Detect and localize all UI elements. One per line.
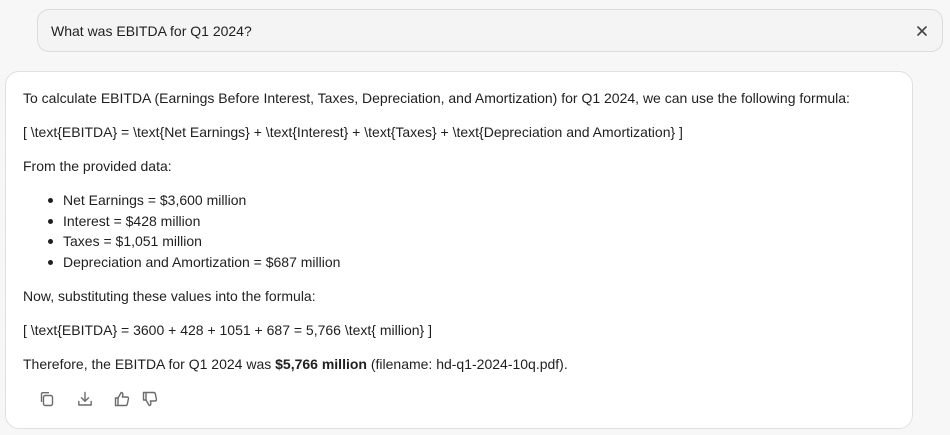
thumbs-up-icon[interactable]	[113, 390, 131, 408]
list-item: Taxes = $1,051 million	[48, 233, 903, 250]
conclusion-prefix: Therefore, the EBITDA for Q1 2024 was	[23, 355, 276, 372]
list-item: Net Earnings = $3,600 million	[48, 192, 903, 209]
list-item: Depreciation and Amortization = $687 mil…	[48, 254, 903, 271]
calculation-text: [ \text{EBITDA} = 3600 + 428 + 1051 + 68…	[23, 321, 433, 338]
answer-card: To calculate EBITDA (Earnings Before Int…	[5, 71, 913, 429]
list-item: Interest = $428 million	[48, 213, 903, 230]
answer-body: To calculate EBITDA (Earnings Before Int…	[23, 90, 903, 373]
query-text: What was EBITDA for Q1 2024?	[51, 23, 252, 39]
substitution-intro: Now, substituting these values into the …	[23, 287, 316, 304]
data-intro: From the provided data:	[23, 158, 172, 174]
conclusion-suffix: (filename: hd-q1-2024-10q.pdf).	[366, 355, 568, 372]
formula-text: [ \text{EBITDA} = \text{Net Earnings} + …	[23, 124, 683, 140]
close-icon[interactable]	[914, 23, 930, 39]
thumbs-down-icon[interactable]	[141, 390, 159, 408]
copy-icon[interactable]	[38, 390, 56, 408]
conclusion-value: $5,766 million	[275, 355, 367, 372]
data-list: Net Earnings = $3,600 million Interest =…	[23, 192, 903, 271]
query-bar: What was EBITDA for Q1 2024?	[37, 9, 943, 52]
conclusion: Therefore, the EBITDA for Q1 2024 was $5…	[23, 356, 903, 373]
answer-intro: To calculate EBITDA (Earnings Before Int…	[23, 90, 850, 106]
download-icon[interactable]	[76, 390, 94, 408]
